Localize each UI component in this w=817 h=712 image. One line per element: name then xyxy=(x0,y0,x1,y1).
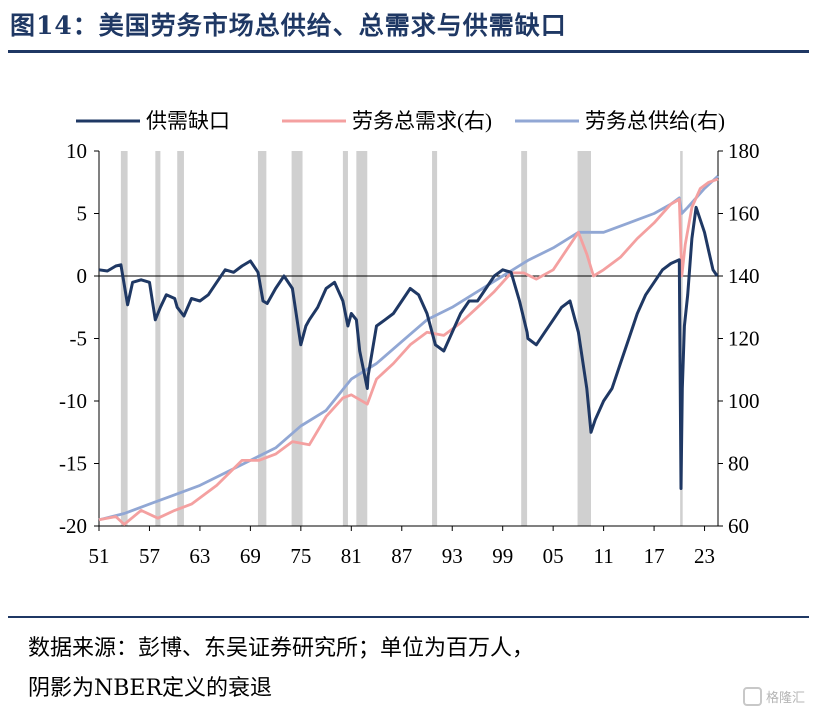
left-tick-label: 0 xyxy=(77,264,88,288)
watermark: 格隆汇 xyxy=(742,687,805,706)
x-tick-label: 63 xyxy=(189,544,210,568)
x-tick-label: 23 xyxy=(694,544,715,568)
figure-title: 图14：美国劳务市场总供给、总需求与供需缺口 xyxy=(10,11,567,40)
top-rule xyxy=(8,50,809,53)
right-tick-label: 120 xyxy=(728,327,760,351)
left-tick-label: 10 xyxy=(66,139,87,163)
series-line-demand xyxy=(98,177,719,526)
x-tick-label: 05 xyxy=(543,544,564,568)
series-lines xyxy=(98,174,719,526)
x-tick-label: 11 xyxy=(594,544,614,568)
legend-label-supply: 劳务总供给(右) xyxy=(585,109,725,133)
recession-shading xyxy=(120,151,683,526)
source-line-2: 阴影为NBER定义的衰退 xyxy=(28,676,273,701)
plot-frame xyxy=(98,151,719,527)
right-tick-label: 80 xyxy=(728,452,749,476)
x-tick-label: 75 xyxy=(290,544,311,568)
right-tick-label: 140 xyxy=(728,264,760,288)
x-tick-label: 87 xyxy=(391,544,412,568)
left-tick-label: -10 xyxy=(59,389,87,413)
recession-band-6 xyxy=(356,151,368,526)
recession-band-0 xyxy=(120,151,128,526)
x-tick-label: 69 xyxy=(240,544,261,568)
left-tick-label: -20 xyxy=(59,514,87,538)
recession-band-5 xyxy=(342,151,348,526)
left-tick-label: -5 xyxy=(70,327,88,351)
watermark-logo-icon xyxy=(742,687,762,706)
recession-band-1 xyxy=(155,151,161,526)
x-tick-label: 17 xyxy=(644,544,665,568)
recession-band-3 xyxy=(257,151,267,526)
recession-band-9 xyxy=(577,151,592,526)
legend: 供需缺口 劳务总需求(右) 劳务总供给(右) xyxy=(76,109,725,133)
x-tick-label: 57 xyxy=(139,544,160,568)
legend-label-gap: 供需缺口 xyxy=(146,109,230,133)
bottom-rule xyxy=(8,616,809,618)
x-tick-label: 81 xyxy=(341,544,362,568)
axis-ticks: 10 5 0 -5 -10 -15 -20 180 160 140 120 100 80 60 51 57 63… xyxy=(59,139,760,568)
recession-band-8 xyxy=(521,151,528,526)
right-tick-label: 180 xyxy=(728,139,760,163)
recession-band-2 xyxy=(177,151,184,526)
series-line-gap xyxy=(98,205,719,490)
left-tick-label: 5 xyxy=(77,202,88,226)
x-tick-label: 51 xyxy=(89,544,110,568)
labor-market-chart: 10 5 0 -5 -10 -15 -20 180 160 140 120 100 80 60 51 57 63… xyxy=(59,109,760,568)
left-tick-label: -15 xyxy=(59,452,87,476)
watermark-text: 格隆汇 xyxy=(765,691,805,706)
right-tick-label: 60 xyxy=(728,514,749,538)
x-tick-label: 99 xyxy=(492,544,513,568)
recession-band-10 xyxy=(680,151,683,526)
legend-label-demand: 劳务总需求(右) xyxy=(352,109,492,133)
recession-band-4 xyxy=(291,151,303,526)
x-tick-label: 93 xyxy=(442,544,463,568)
source-note: 数据来源：彭博、东吴证券研究所；单位为百万人， 阴影为NBER定义的衰退 xyxy=(28,629,534,709)
right-tick-label: 160 xyxy=(728,202,760,226)
right-tick-label: 100 xyxy=(728,389,760,413)
source-line-1: 数据来源：彭博、东吴证券研究所；单位为百万人， xyxy=(28,636,535,661)
